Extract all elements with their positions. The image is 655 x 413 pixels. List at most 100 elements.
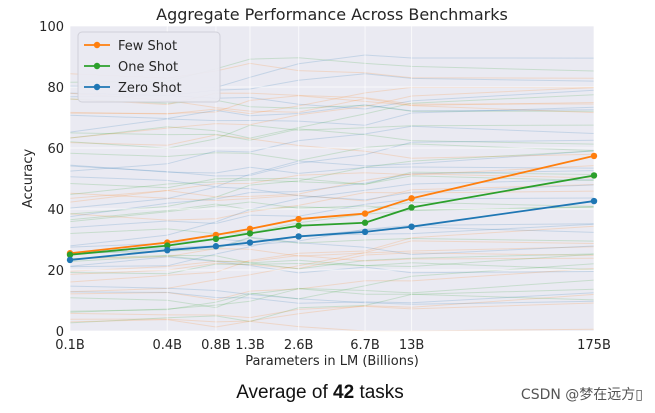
task-line — [69, 150, 595, 188]
task-line — [69, 293, 595, 323]
x-tick-label: 13B — [399, 338, 424, 353]
data-point-few-shot — [361, 210, 369, 217]
task-line — [69, 225, 595, 283]
x-tick-label: 175B — [577, 338, 611, 353]
task-line — [69, 164, 595, 174]
task-line — [69, 237, 595, 254]
data-point-few-shot — [295, 215, 302, 223]
data-point-zero-shot — [590, 197, 598, 205]
y-axis-label: Accuracy — [21, 149, 36, 209]
series-line-few-shot — [69, 155, 595, 255]
task-line — [69, 268, 595, 301]
task-line — [69, 171, 595, 189]
task-line — [69, 302, 595, 319]
task-line — [69, 94, 595, 139]
data-point-few-shot — [246, 225, 254, 233]
task-line — [69, 254, 595, 272]
data-point-few-shot — [590, 152, 598, 160]
task-line — [69, 288, 595, 313]
task-line — [69, 86, 595, 115]
task-line — [69, 279, 595, 309]
data-point-one-shot — [66, 251, 74, 258]
legend-label: Zero Shot — [118, 81, 182, 96]
task-line — [69, 150, 595, 215]
data-point-one-shot — [590, 172, 598, 179]
axes: Aggregate Performance Across Benchmarks 0… — [21, 5, 611, 369]
task-line — [69, 173, 595, 199]
task-line — [69, 253, 595, 275]
caption-suffix: tasks — [354, 382, 404, 403]
task-line — [69, 98, 595, 112]
data-point-one-shot — [408, 204, 415, 211]
x-tick-label: 0.4B — [152, 338, 182, 353]
y-tick-label: 40 — [47, 203, 64, 218]
y-tick-label: 80 — [47, 81, 64, 96]
legend-swatch-marker — [93, 62, 101, 70]
x-tick-label: 1.3B — [235, 338, 265, 353]
x-tick-label: 0.1B — [55, 338, 85, 353]
data-point-one-shot — [246, 230, 254, 237]
task-line — [69, 255, 595, 270]
y-tick-label: 0 — [56, 325, 64, 340]
series-line-zero-shot — [69, 200, 595, 261]
data-point-one-shot — [212, 235, 220, 243]
task-line — [69, 291, 595, 304]
task-line — [69, 197, 595, 229]
task-line — [69, 256, 595, 274]
task-line — [69, 87, 595, 139]
series-line-one-shot — [69, 174, 595, 256]
chart-title: Aggregate Performance Across Benchmarks — [156, 5, 508, 24]
task-line — [69, 134, 595, 159]
task-line — [69, 165, 595, 203]
data-point-zero-shot — [295, 233, 302, 240]
task-line — [69, 104, 595, 120]
task-line — [69, 223, 595, 268]
task-line — [69, 143, 595, 162]
task-line — [69, 128, 595, 145]
task-line — [69, 95, 595, 115]
task-line — [69, 125, 595, 172]
caption-count: 42 — [333, 382, 355, 403]
task-line — [69, 206, 595, 235]
data-point-one-shot — [361, 219, 369, 226]
task-line — [69, 288, 595, 324]
task-line — [69, 246, 595, 260]
data-point-zero-shot — [361, 228, 369, 236]
y-tick-label: 60 — [47, 142, 64, 157]
legend-swatch-marker — [93, 41, 101, 49]
data-point-few-shot — [408, 195, 415, 202]
watermark: CSDN @梦在远方▯ — [520, 387, 643, 403]
task-line — [69, 139, 595, 177]
legend-box — [77, 31, 221, 103]
data-point-one-shot — [164, 242, 171, 249]
legend-label: Few Shot — [118, 39, 177, 54]
task-line — [69, 184, 595, 209]
legend-label: One Shot — [118, 60, 178, 75]
task-line — [69, 92, 595, 106]
data-point-zero-shot — [246, 239, 254, 246]
task-line — [69, 252, 595, 275]
task-line — [69, 253, 595, 270]
task-line — [69, 106, 595, 133]
task-line — [69, 179, 595, 247]
data-point-zero-shot — [164, 246, 171, 254]
task-line — [69, 223, 595, 254]
x-tick-label: 2.6B — [284, 338, 314, 353]
x-tick-label: 6.7B — [350, 338, 380, 353]
task-line — [69, 170, 595, 218]
task-line — [69, 285, 595, 305]
task-line — [69, 124, 595, 149]
chart: Aggregate Performance Across Benchmarks 0… — [21, 5, 611, 369]
caption-prefix: Average of — [236, 382, 334, 403]
series-group — [66, 152, 598, 264]
task-line — [69, 184, 595, 202]
x-axis-label: Parameters in LM (Billions) — [245, 354, 419, 369]
data-point-one-shot — [295, 222, 302, 229]
y-tick-label: 100 — [39, 20, 64, 35]
task-line — [69, 263, 595, 312]
task-line — [69, 175, 595, 195]
data-point-zero-shot — [212, 243, 220, 250]
x-tick-label: 0.8B — [201, 338, 231, 353]
data-point-zero-shot — [66, 256, 74, 264]
legend-swatch-marker — [93, 83, 101, 91]
